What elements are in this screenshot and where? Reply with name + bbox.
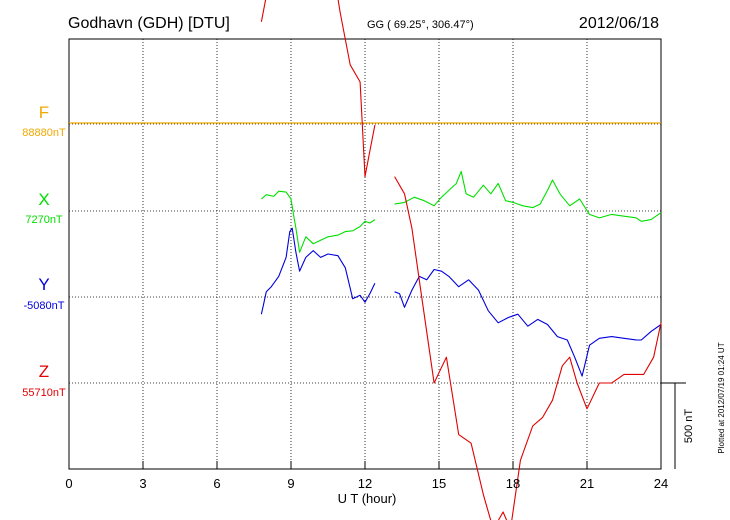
series-line-z — [260, 0, 376, 178]
series-name-y: Y — [38, 275, 49, 294]
scale-bar-label: 500 nT — [683, 409, 695, 444]
series-name-f: F — [39, 103, 49, 122]
series-line-y — [260, 227, 376, 315]
series-name-x: X — [38, 190, 49, 209]
geographic-coords: GG ( 69.25°, 306.47°) — [367, 19, 474, 31]
plot-grid — [69, 39, 661, 469]
series-baseline-f: 88880nT — [22, 127, 66, 139]
series-line-x — [394, 170, 662, 222]
x-tick-label: 3 — [139, 476, 146, 491]
x-tick-label: 21 — [580, 476, 594, 491]
x-tick-label: 24 — [654, 476, 668, 491]
series-line-z — [394, 176, 662, 520]
series-baseline-x: 7270nT — [25, 214, 63, 226]
x-tick-label: 15 — [432, 476, 446, 491]
series-baseline-z: 55710nT — [22, 387, 66, 399]
plot-frame — [68, 38, 662, 470]
plotted-timestamp: Plotted at 2012/07/19 01:24 UT — [717, 342, 726, 453]
date-label: 2012/06/18 — [579, 15, 659, 32]
scale-bar: 500 nT — [661, 382, 695, 469]
x-tick-label: 9 — [287, 476, 294, 491]
series-name-z: Z — [39, 362, 49, 381]
x-tick-label: 12 — [358, 476, 372, 491]
series-baseline-y: -5080nT — [24, 300, 65, 312]
x-axis-ticks: 0 3 6 9 12 15 18 21 24 — [65, 461, 668, 491]
series-line-y — [394, 268, 662, 377]
x-tick-label: 0 — [65, 476, 72, 491]
series-labels: F 88880nT X 7270nT Y -5080nT Z 55710nT — [22, 103, 66, 399]
x-tick-label: 6 — [213, 476, 220, 491]
x-axis-label: U T (hour) — [338, 491, 397, 506]
station-title: Godhavn (GDH) [DTU] — [68, 15, 230, 32]
x-tick-label: 18 — [506, 476, 520, 491]
series-layer — [69, 0, 662, 520]
series-line-x — [261, 190, 376, 253]
